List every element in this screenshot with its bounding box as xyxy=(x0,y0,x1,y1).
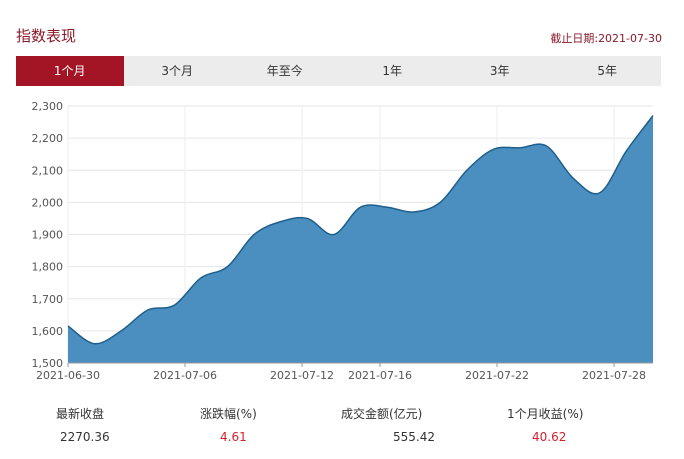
stat-label-1m-return: 1个月收益(%) xyxy=(507,407,584,421)
stat-label-change: 涨跌幅(%) xyxy=(200,407,257,421)
y-tick-label: 1,600 xyxy=(32,325,64,338)
stat-label-close: 最新收盘 xyxy=(56,407,105,421)
page-title: 指数表现 xyxy=(16,27,77,45)
tab-ytd[interactable]: 年至今 xyxy=(266,64,303,78)
tab-1-year[interactable]: 1年 xyxy=(382,64,403,78)
tab-3-years[interactable]: 3年 xyxy=(489,64,510,78)
as-of-value: 2021-07-30 xyxy=(598,32,662,45)
stat-label-turnover: 成交金额(亿元) xyxy=(341,407,423,421)
as-of-label: 截止日期: xyxy=(550,32,599,45)
stats-panel: 最新收盘 2270.36 涨跌幅(%) 4.61 成交金额(亿元) 555.42… xyxy=(0,405,684,455)
series-area xyxy=(68,115,653,363)
y-tick-label: 2,100 xyxy=(32,164,64,177)
stat-value-close: 2270.36 xyxy=(60,430,110,444)
y-tick-label: 1,900 xyxy=(32,229,64,242)
x-tick-label: 2021-07-06 xyxy=(153,369,217,382)
tab-3-months[interactable]: 3个月 xyxy=(161,64,194,78)
stat-value-change: 4.61 xyxy=(220,430,247,444)
x-tick-label: 2021-07-16 xyxy=(348,369,412,382)
index-area-chart: 1,500 1,600 1,700 1,800 1,900 2,000 2,100 2,200… xyxy=(32,100,654,382)
y-tick-label: 1,500 xyxy=(32,357,64,370)
stat-value-1m-return: 40.62 xyxy=(532,430,567,444)
series-line xyxy=(67,115,654,345)
tab-5-years[interactable]: 5年 xyxy=(597,64,618,78)
y-tick-label: 2,300 xyxy=(32,100,64,113)
y-tick-label: 2,200 xyxy=(32,132,64,145)
x-tick-label: 2021-07-12 xyxy=(270,369,334,382)
y-tick-label: 1,700 xyxy=(32,293,64,306)
y-tick-label: 1,800 xyxy=(32,261,64,274)
x-tick-label: 2021-07-28 xyxy=(582,369,646,382)
x-tick-label: 2021-06-30 xyxy=(36,369,100,382)
y-tick-label: 2,000 xyxy=(32,196,64,209)
period-tabs: 1个月 3个月 年至今 1年 3年 5年 xyxy=(16,56,661,86)
x-tick-label: 2021-07-22 xyxy=(465,369,529,382)
as-of-date: 截止日期:2021-07-30 xyxy=(550,30,662,46)
tab-1-month[interactable]: 1个月 xyxy=(16,56,124,86)
stat-value-turnover: 555.42 xyxy=(393,430,435,444)
